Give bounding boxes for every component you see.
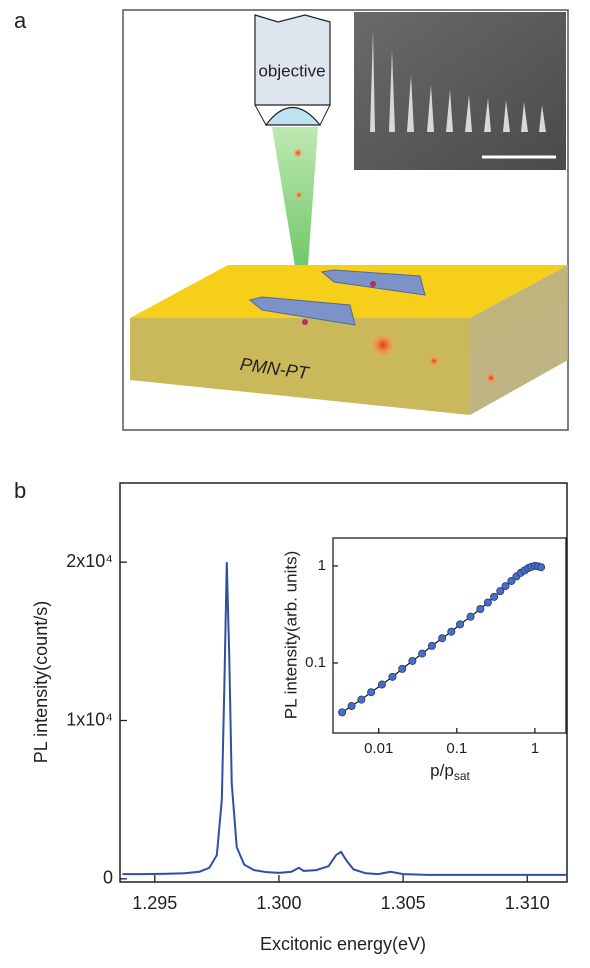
objective-body [254,14,331,106]
data-point [377,680,386,689]
y-tick-label: 0.1 [305,654,326,671]
inset-y-axis-label: PL intensity(arb. units) [281,551,300,720]
panel-label: b [14,478,26,503]
panel-label: a [14,8,27,33]
emission-dot [369,331,397,359]
x-tick-label: 1.310 [505,893,550,913]
y-axis-label: PL intensity(count/s) [31,601,51,763]
x-tick-label: 1 [531,740,539,757]
data-point [476,604,485,613]
pillars [370,30,546,132]
emission-dot [293,148,303,158]
data-point [537,563,546,572]
emission-dot [428,355,440,367]
data-point [357,695,366,704]
objective-edge [254,104,267,126]
data-point [438,634,447,643]
data-point [338,708,347,717]
data-point [496,587,505,596]
x-tick-label: 1.300 [256,893,301,913]
y-tick-label: 0 [103,868,113,888]
data-point [466,612,475,621]
data-point [408,656,417,665]
data-point [507,576,516,585]
substrate-top [130,265,568,318]
y-tick-label: 2x10⁴ [66,551,113,571]
x-tick-label: 0.1 [446,740,467,757]
data-point [418,649,427,658]
data-point [427,641,436,650]
data-point [388,672,397,681]
data-point [456,620,465,629]
objective-label: objective [258,61,325,80]
spectrum-line [122,562,567,876]
x-tick-label: 0.01 [364,740,393,757]
y-tick-label: 1 [318,557,326,574]
emission-dot [485,372,497,384]
quantum-dot [370,281,376,287]
quantum-dot [302,319,308,325]
x-axis-label: Excitonic energy(eV) [260,934,426,954]
inset-x-label-text: p/p [430,761,454,780]
data-point [367,688,376,697]
data-point [490,592,499,601]
inset-x-label-sub: sat [454,769,471,783]
plot-frame [119,482,568,883]
inset-x-axis-label: p/psat [430,761,470,783]
sem-image [354,12,566,170]
nanowire [248,296,356,326]
data-point [398,664,407,673]
data-point [447,627,456,636]
y-tick-label: 1x10⁴ [66,709,113,729]
x-tick-label: 1.305 [381,893,426,913]
emission-dot [295,191,303,199]
data-point [347,702,356,711]
objective-edge [319,104,331,126]
data-point [501,582,510,591]
x-tick-label: 1.295 [132,893,177,913]
data-point [483,598,492,607]
